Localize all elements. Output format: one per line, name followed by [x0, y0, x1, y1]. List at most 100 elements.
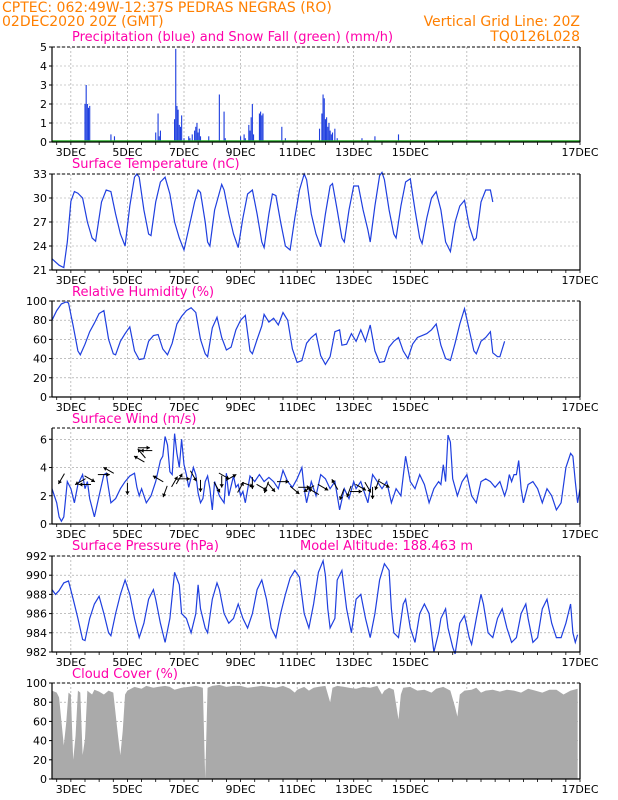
wind-arrow-head — [331, 479, 336, 484]
temperature-line — [51, 171, 494, 269]
wind-arrow-head — [367, 488, 372, 493]
wind-arrow-head — [225, 475, 230, 480]
wind-arrow-head — [106, 472, 110, 477]
pressure-ytick-label: 984 — [26, 627, 47, 640]
wind-arrow — [331, 479, 339, 490]
precip-bar — [243, 134, 245, 142]
temperature-ytick-label: 33 — [33, 168, 47, 181]
wind-arrow-head — [263, 489, 268, 493]
precip-bar — [251, 104, 253, 142]
wind-xtick-label: 3DEC — [56, 528, 86, 541]
wind-arrow-head — [146, 445, 150, 450]
wind-arrow — [308, 488, 320, 495]
precip-bar — [196, 123, 198, 142]
wind-line — [51, 433, 581, 523]
humidity-ytick-label: 80 — [33, 314, 47, 327]
precip-xtick-label: 3DEC — [56, 146, 86, 159]
precip-xtick-label: 15DEC — [392, 146, 429, 159]
precip-bar — [252, 134, 255, 142]
humidity-ytick-label: 0 — [40, 391, 47, 404]
precip-bar — [330, 134, 332, 142]
cloud-ytick-label: 0 — [40, 773, 47, 786]
precip-xtick-label: 13DEC — [335, 146, 372, 159]
wind-arrow-head — [358, 489, 363, 494]
cloud-panel: 0 20 40 60 80 100 3DEC 5DEC 7DEC 9DEC 11DEC 13DEC 15… — [26, 677, 599, 796]
temperature-title: Surface Temperature (nC) — [72, 157, 240, 172]
precip-bar — [194, 130, 196, 142]
cloud-title: Cloud Cover (%) — [72, 667, 178, 682]
wind-arrow-head — [186, 476, 190, 481]
precip-bar — [223, 111, 225, 142]
humidity-xtick-label: 17DEC — [561, 401, 598, 414]
wind-arrow — [346, 485, 352, 498]
precip-bar — [155, 132, 157, 142]
precip-bar — [113, 136, 116, 142]
pressure-ytick-label: 986 — [26, 608, 47, 621]
wind-arrow — [266, 482, 276, 493]
precip-ytick-label: 0 — [40, 136, 47, 149]
wind-arrow — [339, 488, 345, 501]
header-location: CPTEC: 062:49W-12:37S PEDRAS NEGRAS (RO) — [2, 0, 332, 16]
pressure-ytick-label: 992 — [26, 550, 47, 563]
cloud-xtick-label: 9DEC — [226, 783, 256, 796]
precip-ytick-label: 3 — [40, 79, 47, 92]
wind-arrow-head — [178, 473, 183, 478]
wind-xtick-label: 17DEC — [561, 528, 598, 541]
cloud-xtick-label: 13DEC — [335, 783, 372, 796]
precip-title: Precipitation (blue) and Snow Fall (gree… — [72, 30, 393, 45]
wind-arrow — [171, 476, 179, 488]
wind-arrow — [277, 479, 289, 484]
pressure-xtick-label: 9DEC — [226, 656, 256, 669]
wind-panel: 0 2 4 6 3DEC 5DEC 7DEC 9DEC 11DEC 13DEC 15DEC 17DEC — [40, 427, 599, 541]
wind-arrow — [374, 478, 380, 491]
precip-bar — [158, 136, 160, 142]
wind-arrow-head — [75, 481, 80, 485]
precip-bar — [177, 109, 179, 142]
precip-bar — [110, 134, 112, 142]
wind-arrow-head — [125, 491, 130, 495]
precip-bar — [188, 136, 190, 142]
wind-arrow-head — [216, 488, 221, 493]
humidity-ytick-label: 20 — [33, 372, 47, 385]
wind-arrow-head — [140, 448, 144, 453]
temperature-ytick-label: 24 — [33, 240, 47, 253]
cloud-ytick-label: 60 — [33, 715, 47, 728]
precip-bar — [240, 136, 242, 142]
wind-arrow — [289, 485, 300, 495]
temperature-xtick-label: 9DEC — [226, 274, 256, 287]
precip-bar — [250, 117, 252, 142]
pressure-line — [51, 558, 579, 655]
precip-bar — [374, 136, 376, 142]
precip-bar — [284, 138, 286, 142]
precip-bar — [175, 48, 177, 142]
wind-arrow-head — [346, 493, 351, 498]
precip-bar — [328, 123, 330, 142]
wind-arrow-head — [58, 480, 62, 485]
wind-xtick-label: 13DEC — [335, 528, 372, 541]
wind-xtick-label: 15DEC — [392, 528, 429, 541]
pressure-xtick-label: 17DEC — [561, 656, 598, 669]
wind-arrow-head — [285, 479, 289, 484]
wind-arrow — [152, 475, 164, 483]
wind-arrow-head — [198, 488, 203, 492]
temperature-xtick-label: 11DEC — [279, 274, 316, 287]
wind-arrow-head — [79, 482, 83, 487]
wind-arrow-head — [162, 493, 167, 498]
wind-xtick-label: 9DEC — [226, 528, 256, 541]
wind-arrow — [370, 486, 375, 499]
precip-bar — [178, 124, 180, 142]
pressure-ytick-label: 982 — [26, 646, 47, 659]
wind-arrow — [137, 445, 150, 450]
pressure-xtick-label: 3DEC — [56, 656, 86, 669]
humidity-xtick-label: 15DEC — [392, 401, 429, 414]
temperature-xtick-label: 5DEC — [112, 274, 142, 287]
pressure-ytick-label: 990 — [26, 569, 47, 582]
precip-bar — [87, 107, 90, 142]
precip-bar — [326, 117, 328, 142]
precip-bar — [361, 138, 363, 142]
wind-ytick-label: 0 — [40, 518, 47, 531]
temperature-xtick-label: 7DEC — [169, 274, 199, 287]
wind-arrow — [364, 481, 372, 493]
wind-arrow-head — [174, 476, 178, 481]
